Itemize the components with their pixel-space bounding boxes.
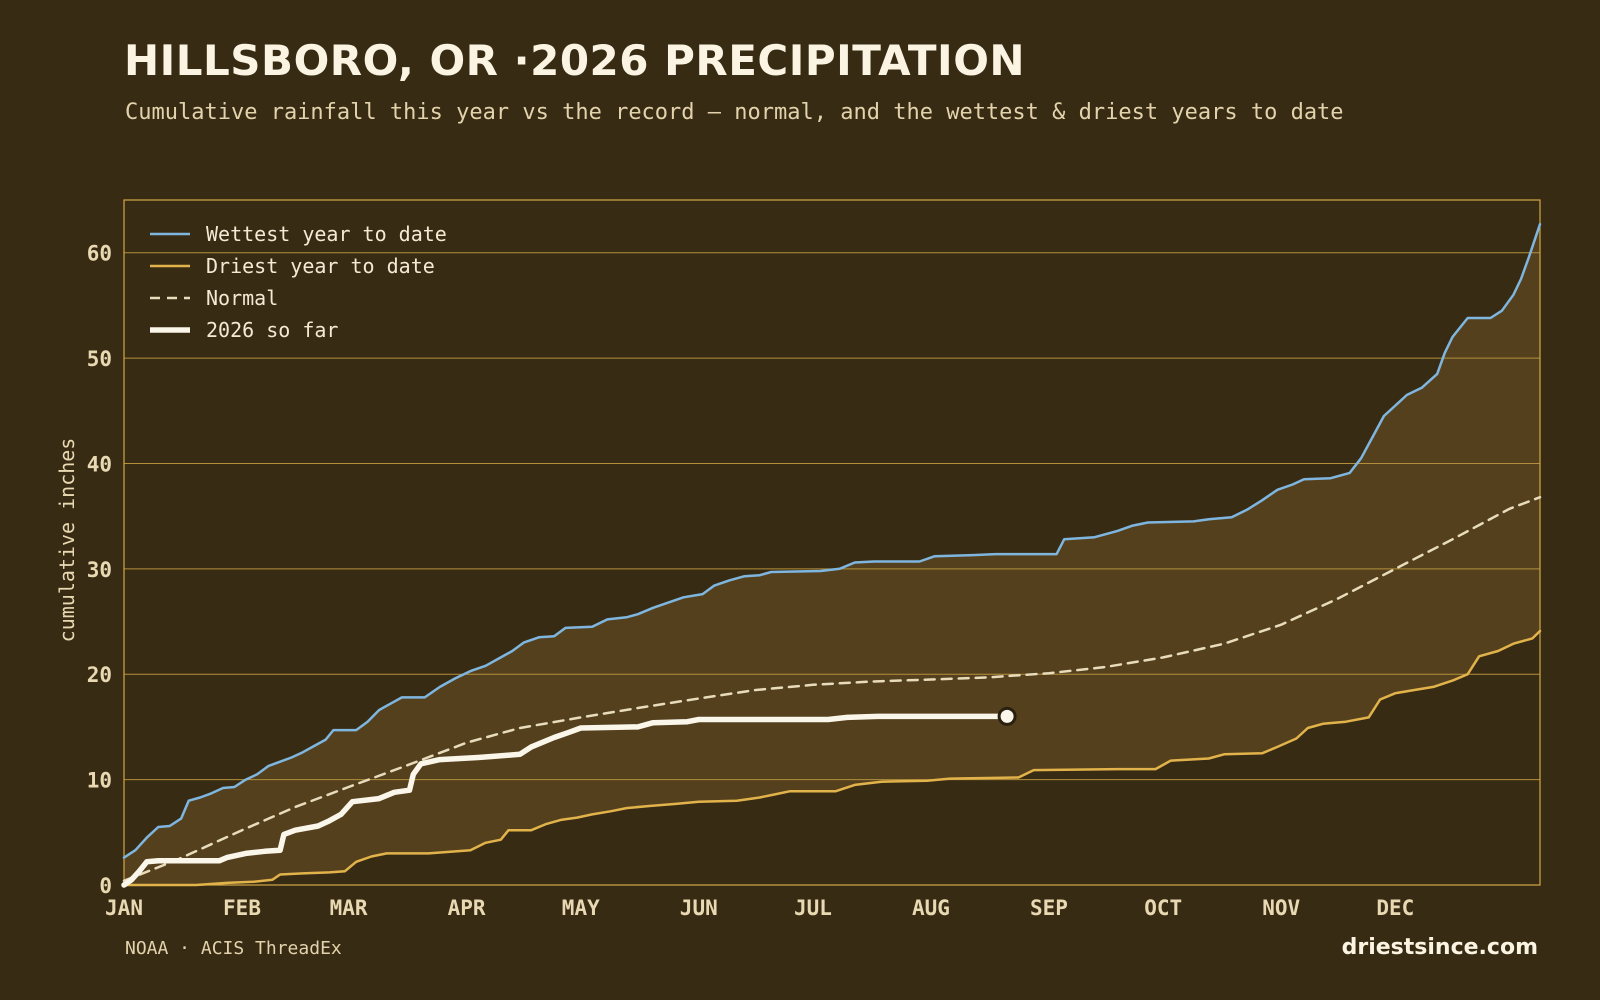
y-axis-label: cumulative inches <box>55 438 79 643</box>
series-line-current <box>121 713 1010 888</box>
page-title: HILLSBORO, OR ·2026 PRECIPITATION <box>124 36 1026 85</box>
legend-label-driest: Driest year to date <box>206 254 435 278</box>
grid-layer <box>123 199 1541 886</box>
legend-label-current: 2026 so far <box>206 318 338 342</box>
x-tick-label: AUG <box>912 896 950 920</box>
current-endpoint-marker <box>997 706 1017 726</box>
page-subtitle: Cumulative rainfall this year vs the rec… <box>125 100 1344 125</box>
y-tick-label: 60 <box>87 242 112 266</box>
x-tick-label: FEB <box>223 896 261 920</box>
range-band-layer <box>124 224 1540 885</box>
legend-label-wettest: Wettest year to date <box>206 222 447 246</box>
x-tick-label: MAY <box>562 896 600 920</box>
brand-link[interactable]: driestsince.com <box>1341 935 1538 960</box>
plot-frame <box>123 199 1541 886</box>
legend: Wettest year to date Driest year to date N… <box>150 222 447 342</box>
y-tick-label: 0 <box>99 874 112 898</box>
series-line-wettest <box>122 222 1542 859</box>
y-tick-label: 20 <box>87 663 112 687</box>
x-tick-label: DEC <box>1376 896 1414 920</box>
y-tick-label: 40 <box>87 452 112 476</box>
x-tick-label: JUN <box>680 896 718 920</box>
series-layer <box>121 222 1542 888</box>
series-line-normal <box>122 495 1542 883</box>
x-tick-label: APR <box>448 896 486 920</box>
axis-layer: 0 10 20 30 40 50 60 JAN FEB MAR APR MAY JUN JUL AUG SEP… <box>55 242 1414 920</box>
y-tick-label: 30 <box>87 558 112 582</box>
x-tick-label: SEP <box>1030 896 1068 920</box>
x-tick-label: NOV <box>1262 896 1300 920</box>
x-tick-label: JAN <box>105 896 143 920</box>
x-tick-label: OCT <box>1144 896 1182 920</box>
y-tick-label: 10 <box>87 769 112 793</box>
x-tick-label: MAR <box>330 896 368 920</box>
data-source: NOAA · ACIS ThreadEx <box>125 938 342 959</box>
record-range-band <box>124 224 1540 885</box>
y-tick-label: 50 <box>87 347 112 371</box>
legend-label-normal: Normal <box>206 286 278 310</box>
x-tick-label: JUL <box>794 896 832 920</box>
series-line-driest <box>122 629 1542 887</box>
